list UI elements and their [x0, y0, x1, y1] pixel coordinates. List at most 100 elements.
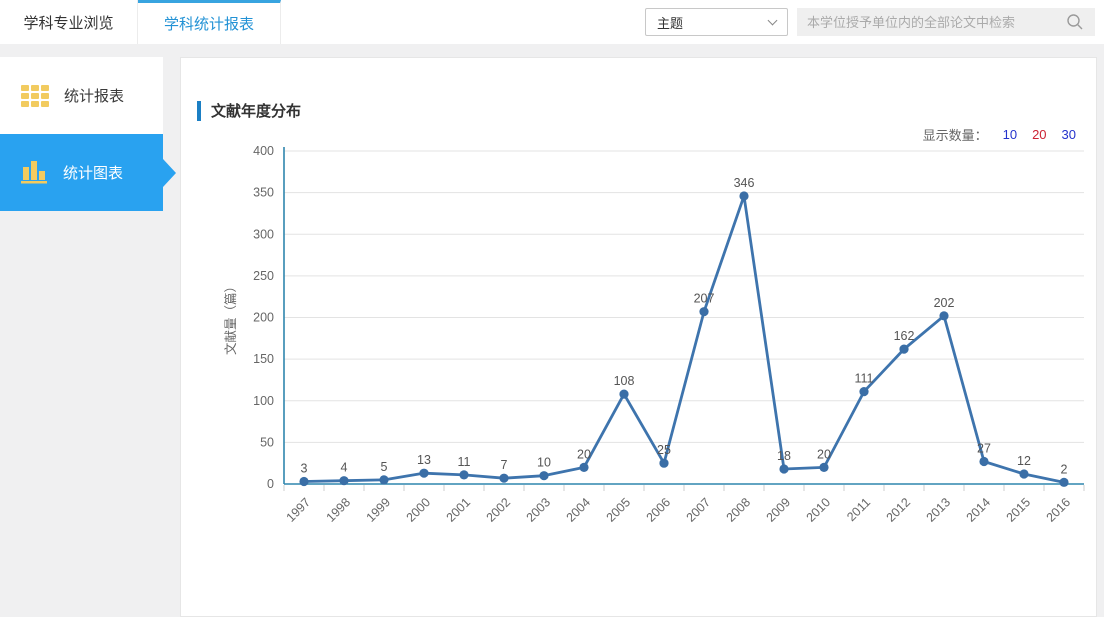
svg-text:3: 3	[301, 462, 308, 476]
section-title-accent-bar	[197, 100, 201, 121]
svg-text:300: 300	[253, 227, 274, 241]
data-point	[339, 476, 349, 486]
svg-text:2006: 2006	[644, 495, 674, 525]
section-title: 文献年度分布	[197, 100, 301, 121]
svg-text:18: 18	[777, 449, 791, 463]
search-icon[interactable]	[1065, 12, 1085, 32]
data-point	[819, 462, 829, 472]
svg-text:25: 25	[657, 443, 671, 457]
sidebar-item-statistic-charts[interactable]: 统计图表	[0, 134, 176, 211]
y-axis-labels: 0 50 100 150 200 250 300 350 400	[253, 144, 274, 491]
display-count-option-30[interactable]: 30	[1061, 127, 1076, 142]
svg-text:111: 111	[854, 372, 873, 386]
bar-chart-icon	[21, 157, 48, 188]
header-controls: 主题	[645, 0, 1104, 44]
svg-text:0: 0	[267, 477, 274, 491]
svg-text:12: 12	[1017, 454, 1031, 468]
svg-text:108: 108	[614, 374, 635, 388]
data-point	[699, 307, 709, 317]
svg-text:2000: 2000	[404, 495, 434, 525]
svg-text:20: 20	[577, 447, 591, 461]
data-point	[539, 471, 549, 481]
svg-text:2007: 2007	[684, 495, 714, 525]
svg-text:2010: 2010	[804, 495, 834, 525]
sidebar-item-statistic-charts-label: 统计图表	[63, 165, 124, 182]
svg-text:2001: 2001	[444, 495, 474, 525]
data-point	[419, 468, 429, 478]
svg-text:2004: 2004	[564, 495, 594, 525]
data-points	[299, 191, 1069, 487]
line-series	[303, 194, 1065, 484]
svg-text:2008: 2008	[724, 495, 754, 525]
sidebar-item-statistic-reports[interactable]: 统计报表	[0, 57, 163, 134]
svg-text:2009: 2009	[764, 495, 794, 525]
y-axis-title: 文献量（篇）	[223, 280, 238, 355]
data-point	[1019, 469, 1029, 479]
svg-text:2011: 2011	[844, 495, 873, 524]
value-labels: 3 4 5 13 11 7 10 20 108 25 207 346 18 20 111 162 202 27 12…	[301, 176, 1068, 476]
svg-text:7: 7	[501, 458, 508, 472]
svg-text:1999: 1999	[364, 495, 394, 525]
data-point	[499, 473, 509, 483]
display-count-option-10[interactable]: 10	[1002, 127, 1018, 142]
svg-text:400: 400	[253, 144, 274, 158]
header-bar: 学科专业浏览 学科统计报表 主题	[0, 0, 1104, 44]
data-point	[739, 191, 749, 201]
svg-text:100: 100	[253, 394, 274, 408]
svg-text:4: 4	[341, 461, 348, 475]
section-title-text: 文献年度分布	[211, 103, 302, 120]
chevron-down-icon	[767, 15, 778, 25]
svg-text:11: 11	[458, 455, 471, 469]
documents-by-year-line-chart: 0 50 100 150 200 250 300 350 400 1997 1998 1999 200…	[191, 139, 1096, 587]
sidebar-item-statistic-reports-label: 统计报表	[64, 88, 125, 105]
tab-subject-browse-label: 学科专业浏览	[23, 14, 114, 32]
svg-text:2003: 2003	[524, 495, 554, 525]
svg-text:1997: 1997	[284, 495, 314, 525]
data-point	[1059, 477, 1069, 487]
svg-text:150: 150	[253, 352, 274, 366]
svg-text:350: 350	[253, 186, 274, 200]
svg-text:2016: 2016	[1044, 495, 1074, 525]
axes	[283, 147, 1084, 485]
tab-subject-browse[interactable]: 学科专业浏览	[0, 0, 138, 44]
svg-text:346: 346	[734, 176, 755, 190]
y-gridlines	[284, 150, 1084, 443]
svg-text:2012: 2012	[884, 495, 914, 525]
display-count-option-20[interactable]: 20	[1032, 127, 1047, 142]
svg-text:202: 202	[934, 296, 955, 310]
display-count-label: 显示数量：	[922, 128, 988, 143]
svg-text:2005: 2005	[604, 495, 634, 525]
display-count-control: 显示数量： 10 20 30	[923, 125, 1076, 144]
x-axis-labels: 1997 1998 1999 2000 2001 2002 2003 2004 2005 2006…	[284, 495, 1074, 525]
search-field-select-value: 主题	[657, 15, 684, 31]
svg-text:2014: 2014	[964, 495, 994, 525]
grid-icon	[21, 84, 49, 107]
svg-text:1998: 1998	[324, 495, 354, 525]
search-box	[797, 8, 1095, 36]
search-field-select[interactable]: 主题	[645, 8, 788, 36]
svg-text:2013: 2013	[924, 495, 954, 525]
svg-text:2002: 2002	[484, 495, 514, 525]
svg-text:50: 50	[260, 435, 274, 449]
data-point	[939, 311, 949, 321]
search-input[interactable]	[807, 14, 1065, 30]
data-point	[779, 464, 789, 474]
main-content-card: 文献年度分布 显示数量： 10 20 30 0 50 100 150 200 250 300…	[180, 57, 1097, 617]
data-point	[899, 344, 909, 354]
data-point	[299, 476, 309, 487]
data-point	[459, 470, 469, 480]
data-point	[579, 462, 589, 472]
svg-text:5: 5	[381, 460, 388, 474]
svg-text:20: 20	[817, 447, 831, 461]
svg-text:2: 2	[1061, 462, 1068, 476]
svg-text:27: 27	[977, 442, 991, 456]
svg-text:10: 10	[537, 456, 551, 470]
data-point	[619, 389, 629, 399]
data-point	[379, 475, 389, 485]
tab-subject-statistics[interactable]: 学科统计报表	[138, 0, 281, 44]
active-item-arrow-icon	[163, 158, 176, 187]
svg-text:13: 13	[417, 453, 431, 467]
svg-text:250: 250	[253, 269, 274, 283]
data-point	[659, 458, 669, 468]
data-point	[859, 386, 869, 397]
